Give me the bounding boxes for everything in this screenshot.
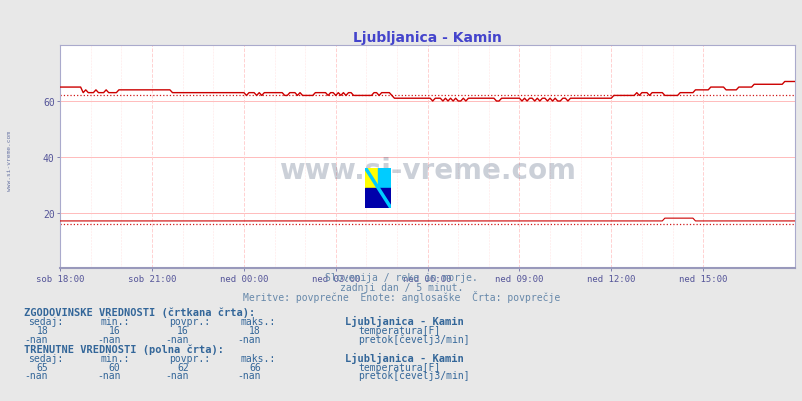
Text: sedaj:: sedaj: — [28, 316, 63, 326]
Text: 16: 16 — [108, 325, 120, 335]
Text: -nan: -nan — [237, 371, 261, 381]
Text: Meritve: povprečne  Enote: anglosaške  Črta: povprečje: Meritve: povprečne Enote: anglosaške Črt… — [242, 291, 560, 303]
Text: Ljubljanica - Kamin: Ljubljanica - Kamin — [345, 315, 464, 326]
Text: pretok[čevelj3/min]: pretok[čevelj3/min] — [358, 333, 469, 344]
Text: maks.:: maks.: — [241, 316, 276, 326]
Text: 60: 60 — [108, 362, 120, 372]
Text: -nan: -nan — [237, 334, 261, 344]
Bar — [365, 188, 391, 209]
Text: pretok[čevelj3/min]: pretok[čevelj3/min] — [358, 370, 469, 381]
Bar — [365, 168, 378, 188]
Text: 65: 65 — [36, 362, 48, 372]
Bar — [378, 168, 391, 188]
Text: povpr.:: povpr.: — [168, 353, 209, 363]
Text: Ljubljanica - Kamin: Ljubljanica - Kamin — [345, 352, 464, 363]
Text: www.si-vreme.com: www.si-vreme.com — [7, 130, 12, 190]
Text: 62: 62 — [176, 362, 188, 372]
Text: -nan: -nan — [165, 371, 188, 381]
Text: www.si-vreme.com: www.si-vreme.com — [279, 157, 575, 185]
Text: 66: 66 — [249, 362, 261, 372]
Text: min.:: min.: — [100, 353, 130, 363]
Text: temperatura[F]: temperatura[F] — [358, 325, 439, 335]
Text: -nan: -nan — [165, 334, 188, 344]
Text: min.:: min.: — [100, 316, 130, 326]
Text: 16: 16 — [176, 325, 188, 335]
Text: temperatura[F]: temperatura[F] — [358, 362, 439, 372]
Text: -nan: -nan — [97, 371, 120, 381]
Text: 18: 18 — [36, 325, 48, 335]
Text: povpr.:: povpr.: — [168, 316, 209, 326]
Title: Ljubljanica - Kamin: Ljubljanica - Kamin — [353, 31, 501, 45]
Text: sedaj:: sedaj: — [28, 353, 63, 363]
Text: -nan: -nan — [25, 371, 48, 381]
Text: zadnji dan / 5 minut.: zadnji dan / 5 minut. — [339, 283, 463, 293]
Text: -nan: -nan — [25, 334, 48, 344]
Text: TRENUTNE VREDNOSTI (polna črta):: TRENUTNE VREDNOSTI (polna črta): — [24, 344, 224, 354]
Text: maks.:: maks.: — [241, 353, 276, 363]
Text: Slovenija / reke in morje.: Slovenija / reke in morje. — [325, 273, 477, 283]
Text: -nan: -nan — [97, 334, 120, 344]
Text: 18: 18 — [249, 325, 261, 335]
Text: ZGODOVINSKE VREDNOSTI (črtkana črta):: ZGODOVINSKE VREDNOSTI (črtkana črta): — [24, 306, 255, 317]
